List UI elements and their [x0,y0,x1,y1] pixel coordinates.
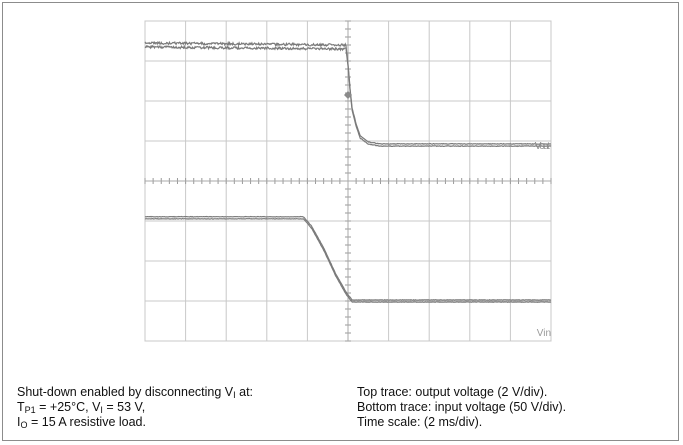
caption-top-trace: Top trace: output voltage (2 V/div). [357,385,548,399]
trace-label-vin: Vin [537,328,551,339]
trace-labels: Vout Vin [535,141,551,339]
caption-line: TP1 = +25°C, VI = 53 V, [17,400,146,415]
figure-frame [2,2,679,441]
trace-vout-lower-envelope [144,44,552,148]
trace-vin-lower-envelope [144,217,552,303]
trigger-marker [344,91,352,99]
traces [144,40,552,303]
caption-traces: Top trace: output voltage (2 V/div). Bot… [357,385,566,430]
caption-time-scale: Time scale: (2 ms/div). [357,415,483,429]
trace-vin-upper-envelope [144,215,552,301]
grid [144,20,552,342]
caption-conditions: Shut-down enabled by disconnecting VI at… [17,385,253,430]
trace-label-vout: Vout [535,141,550,152]
caption-line: Shut-down enabled by disconnecting VI at… [17,385,254,400]
caption-bottom-trace: Bottom trace: input voltage (50 V/div). [357,400,567,414]
caption-line: IO = 15 A resistive load. [17,415,146,430]
oscilloscope-plot: Vout Vin [144,20,552,342]
